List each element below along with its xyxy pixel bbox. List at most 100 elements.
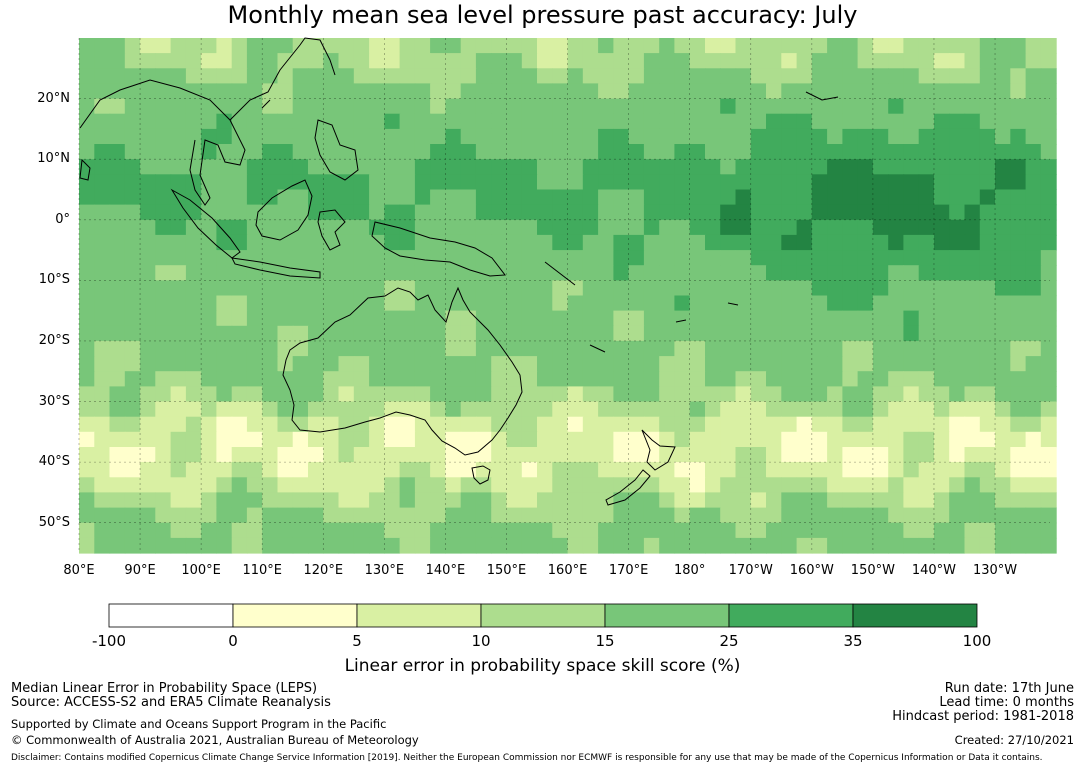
skill-cell <box>353 68 370 84</box>
skill-cell <box>781 340 798 357</box>
skill-cell <box>1010 310 1027 327</box>
graticule <box>78 38 1050 553</box>
skill-cell <box>94 113 111 130</box>
skill-cell <box>705 386 721 403</box>
skill-cell <box>124 38 141 54</box>
skill-cell <box>231 310 248 327</box>
skill-cell <box>842 250 859 266</box>
skill-cell <box>216 83 233 100</box>
skill-cell <box>750 68 767 84</box>
skill-cell <box>750 144 767 160</box>
skill-cell <box>430 477 446 493</box>
skill-cell <box>353 234 370 251</box>
skill-cell <box>262 431 279 448</box>
skill-cell <box>277 325 294 342</box>
skill-cell <box>231 507 248 524</box>
skill-cell <box>430 416 446 433</box>
skill-cell <box>445 522 462 539</box>
latitude-label: 20°N <box>37 90 70 106</box>
skill-cell <box>689 204 706 221</box>
skill-cell <box>170 83 187 100</box>
skill-cell <box>659 462 676 478</box>
skill-cell <box>338 325 355 342</box>
skill-cell <box>674 431 691 448</box>
skill-cell <box>842 98 859 115</box>
skill-cell <box>430 250 446 266</box>
skill-cell <box>506 219 523 236</box>
australia-coastline <box>282 286 523 456</box>
skill-cell <box>262 371 279 387</box>
skill-cell <box>155 189 172 206</box>
skill-cell <box>827 295 843 312</box>
skill-cell <box>750 447 767 463</box>
skill-cell <box>705 265 721 281</box>
skill-cell <box>995 462 1011 478</box>
skill-cell <box>475 310 492 327</box>
skill-cell <box>735 280 752 297</box>
skill-cell <box>124 219 141 236</box>
skill-cell <box>842 462 859 478</box>
skill-cell <box>964 250 981 266</box>
skill-cell <box>201 386 217 403</box>
skill-cell <box>338 431 355 448</box>
skill-cell <box>827 431 843 448</box>
skill-cell <box>460 98 477 115</box>
skill-cell <box>506 68 523 84</box>
skill-cell <box>735 144 752 160</box>
skill-cell <box>811 325 828 342</box>
skill-cell <box>811 219 828 236</box>
skill-cell <box>689 98 706 115</box>
skill-cell <box>872 522 889 539</box>
skill-cell <box>674 189 691 206</box>
skill-cell <box>613 340 630 357</box>
skill-cell <box>674 53 691 69</box>
skill-cell <box>521 477 538 493</box>
skill-cell <box>827 386 843 403</box>
skill-cell <box>338 340 355 357</box>
skill-cell <box>827 462 843 478</box>
skill-cell <box>170 98 187 115</box>
skill-cell <box>735 537 752 554</box>
skill-cell <box>705 234 721 251</box>
skill-cell <box>720 98 737 115</box>
latitude-label: 10°N <box>37 151 70 167</box>
skill-cell <box>705 310 721 327</box>
skill-cell <box>353 447 370 463</box>
skill-cell <box>659 416 676 433</box>
skill-cell <box>567 325 584 342</box>
skill-cell <box>842 295 859 312</box>
skill-cell <box>491 401 508 418</box>
skill-cell <box>552 340 569 357</box>
skill-cell <box>842 507 859 524</box>
skill-cell <box>537 356 553 372</box>
skill-cell <box>430 371 446 387</box>
skill-cell <box>124 128 141 145</box>
skill-cell <box>781 477 798 493</box>
skill-cell <box>323 386 340 403</box>
skill-cell <box>995 447 1011 463</box>
skill-cell <box>1025 522 1042 539</box>
skill-cell <box>323 295 340 312</box>
skill-cell <box>567 128 584 145</box>
skill-cell <box>689 83 706 100</box>
skill-cell <box>811 537 828 554</box>
skill-cell <box>750 537 767 554</box>
skill-cell <box>460 431 477 448</box>
skill-cell <box>643 83 660 100</box>
skill-cell <box>384 447 401 463</box>
skill-cell <box>79 53 95 69</box>
skill-cell <box>140 507 156 524</box>
skill-cell <box>811 447 828 463</box>
skill-cell <box>491 265 508 281</box>
skill-cell <box>537 128 553 145</box>
skill-cell <box>613 83 630 100</box>
skill-cell <box>170 477 187 493</box>
skill-cell <box>155 401 172 418</box>
skill-cell <box>796 83 813 100</box>
skill-cell <box>857 68 874 84</box>
new-zealand-north-coastline <box>641 429 676 471</box>
skill-cell <box>949 537 966 554</box>
skill-cell <box>460 386 477 403</box>
skill-cell <box>567 492 584 509</box>
skill-cell <box>537 204 553 221</box>
